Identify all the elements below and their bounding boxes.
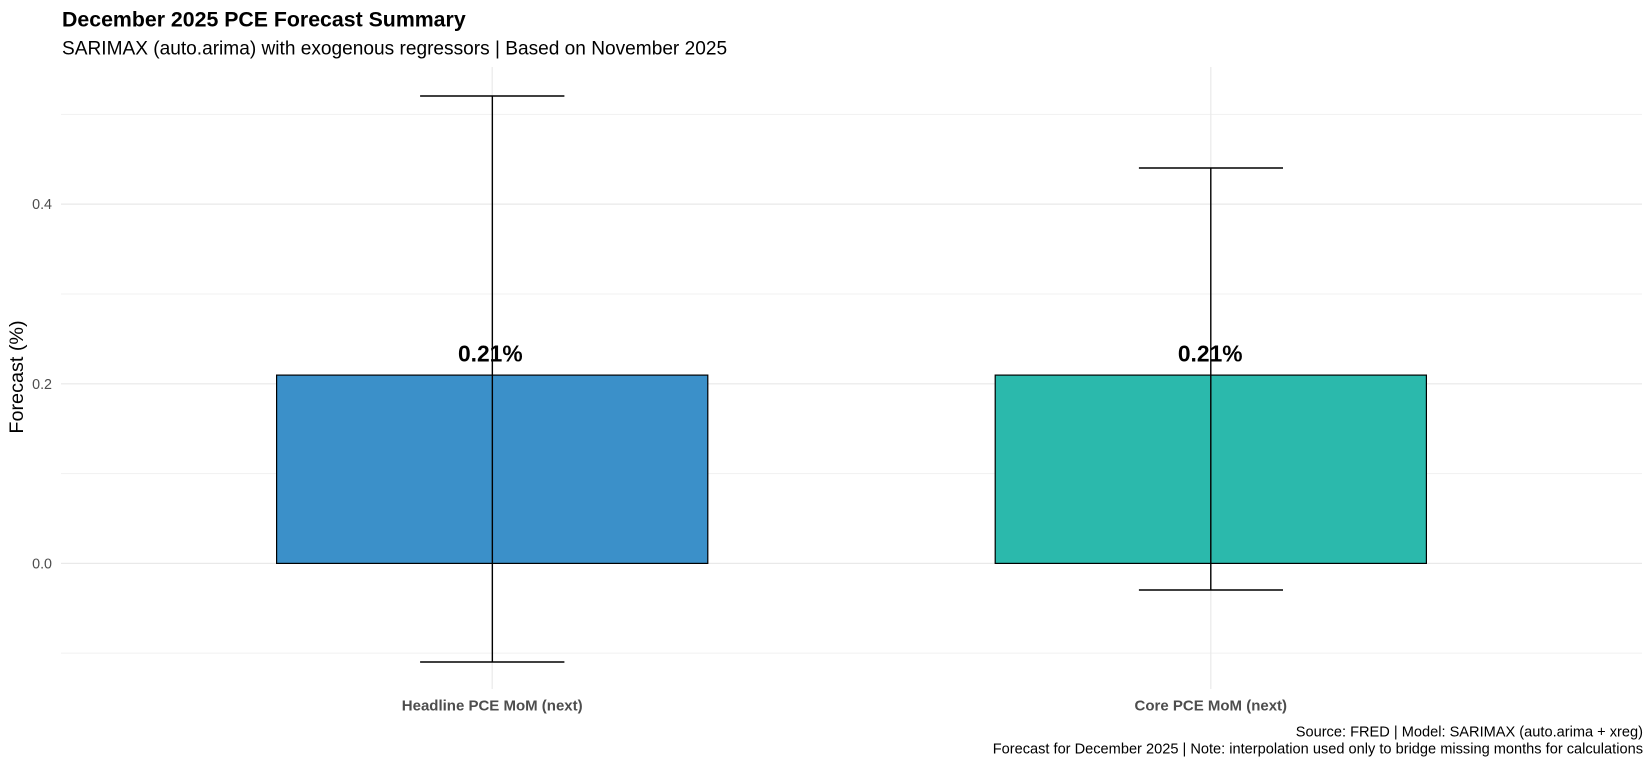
svg-text:0.21%: 0.21%	[1178, 341, 1243, 367]
svg-text:Core PCE MoM (next): Core PCE MoM (next)	[1135, 698, 1288, 715]
svg-text:Forecast (%): Forecast (%)	[6, 320, 28, 433]
svg-text:Forecast for December 2025 | N: Forecast for December 2025 | Note: inter…	[993, 742, 1643, 758]
svg-text:0.21%: 0.21%	[458, 341, 523, 367]
svg-text:SARIMAX (auto.arima) with exog: SARIMAX (auto.arima) with exogenous regr…	[62, 39, 727, 60]
svg-text:Headline PCE MoM (next): Headline PCE MoM (next)	[402, 698, 583, 715]
svg-text:0.4: 0.4	[32, 197, 52, 213]
svg-text:0.0: 0.0	[32, 556, 52, 572]
svg-text:December 2025 PCE Forecast Sum: December 2025 PCE Forecast Summary	[62, 8, 466, 32]
svg-text:0.2: 0.2	[32, 377, 52, 393]
svg-text:Source: FRED | Model: SARIMAX: Source: FRED | Model: SARIMAX (auto.arim…	[1296, 725, 1643, 741]
